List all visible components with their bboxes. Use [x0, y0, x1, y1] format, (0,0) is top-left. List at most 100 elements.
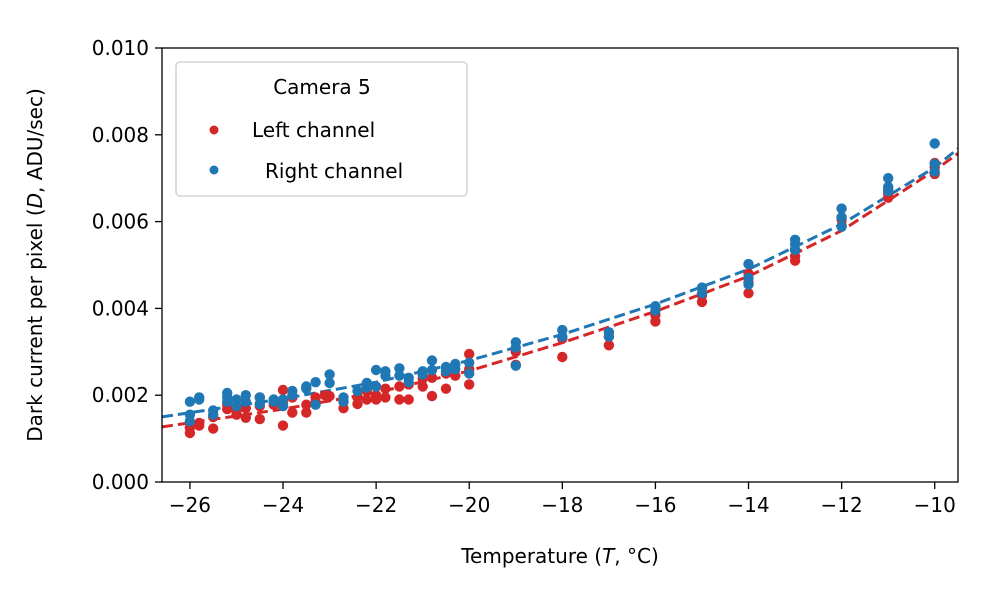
data-point-series-1 — [394, 370, 405, 381]
data-point-series-0 — [310, 392, 321, 403]
legend-marker-left-channel — [209, 125, 219, 135]
data-point-series-1 — [603, 331, 615, 342]
data-point-series-0 — [464, 348, 475, 360]
data-point-series-1 — [510, 360, 521, 371]
data-point-series-1 — [929, 158, 940, 170]
data-point-series-0 — [557, 351, 568, 363]
data-point-series-1 — [324, 377, 335, 389]
data-point-series-1 — [301, 383, 312, 394]
data-point-series-0 — [240, 412, 251, 423]
data-point-series-1 — [836, 221, 847, 232]
data-point-series-0 — [287, 407, 298, 418]
data-point-series-0 — [277, 384, 289, 396]
data-point-series-1 — [440, 366, 452, 377]
x-tick-label: −18 — [541, 493, 583, 517]
data-point-series-1 — [240, 396, 251, 407]
data-point-series-0 — [301, 399, 312, 410]
data-point-series-1 — [510, 342, 521, 353]
data-point-series-0 — [417, 381, 428, 392]
data-point-series-1 — [287, 390, 298, 401]
data-point-series-1 — [403, 377, 414, 388]
legend-label-right-channel: Right channel — [265, 159, 403, 183]
data-point-series-1 — [194, 394, 205, 405]
data-point-series-1 — [743, 258, 754, 270]
y-axis: 0.000 0.002 0.004 0.006 0.008 0.010 — [92, 36, 162, 494]
data-point-series-1 — [696, 288, 708, 299]
y-tick-label: 0.002 — [92, 383, 149, 407]
data-point-series-1 — [557, 331, 568, 342]
data-point-series-0 — [208, 423, 219, 434]
data-point-series-0 — [324, 390, 335, 402]
data-point-series-1 — [426, 364, 438, 376]
x-axis-label: Temperature (T, °C) — [460, 544, 659, 568]
y-axis-label: Dark current per pixel (D, ADU/sec) — [23, 88, 47, 442]
plot-frame — [161, 47, 959, 483]
data-point-series-1 — [929, 138, 940, 149]
data-point-series-1 — [184, 416, 196, 427]
data-point-series-0 — [194, 417, 205, 429]
data-point-series-1 — [324, 369, 335, 380]
data-point-series-1 — [310, 377, 321, 388]
data-point-series-0 — [301, 407, 312, 418]
data-point-series-1 — [231, 400, 242, 412]
data-point-series-0 — [361, 394, 372, 405]
legend-title: Camera 5 — [273, 75, 371, 99]
data-point-series-0 — [426, 390, 438, 402]
data-point-series-0 — [743, 288, 754, 299]
data-point-series-0 — [380, 392, 391, 403]
data-point-series-1 — [352, 385, 363, 397]
data-point-series-0 — [440, 383, 452, 394]
data-point-series-1 — [208, 409, 219, 420]
y-tick-label: 0.006 — [92, 210, 149, 234]
data-point-series-1 — [254, 398, 265, 410]
data-point-series-1 — [650, 305, 661, 316]
data-point-series-0 — [254, 413, 265, 425]
data-point-series-1 — [310, 399, 321, 410]
data-point-series-1 — [417, 369, 428, 380]
data-point-series-0 — [370, 390, 382, 401]
data-point-series-0 — [403, 394, 414, 405]
y-tick-label: 0.010 — [92, 36, 149, 60]
data-point-series-1 — [426, 355, 438, 366]
x-tick-label: −26 — [169, 493, 211, 517]
data-point-series-1 — [464, 368, 475, 379]
data-point-series-1 — [883, 186, 894, 197]
data-point-series-0 — [277, 420, 289, 431]
y-tick-label: 0.000 — [92, 470, 149, 494]
fit-line-series-1 — [162, 147, 958, 419]
data-point-series-1 — [370, 381, 382, 392]
data-point-series-1 — [883, 173, 894, 184]
x-tick-label: −14 — [727, 493, 769, 517]
data-point-series-0 — [394, 394, 405, 405]
data-point-series-0 — [426, 372, 438, 383]
legend-label-left-channel: Left channel — [252, 118, 375, 142]
x-tick-label: −12 — [821, 493, 863, 517]
y-tick-label: 0.004 — [92, 296, 149, 320]
x-tick-label: −10 — [914, 493, 956, 517]
x-tick-label: −24 — [262, 493, 304, 517]
data-point-series-1 — [222, 396, 233, 407]
data-point-series-1 — [184, 396, 196, 407]
x-axis: −26 −24 −22 −20 −18 −16 −14 −12 −10 — [169, 482, 956, 517]
data-point-series-1 — [450, 364, 461, 375]
data-point-series-0 — [380, 383, 391, 394]
legend-box — [175, 61, 468, 197]
data-point-series-0 — [394, 381, 405, 392]
data-point-series-1 — [277, 400, 289, 412]
data-point-series-1 — [268, 396, 279, 407]
data-point-series-1 — [338, 396, 349, 407]
data-point-series-1 — [929, 166, 940, 177]
legend: Camera 5 Left channel Right channel — [175, 61, 468, 197]
data-point-series-0 — [464, 379, 475, 390]
data-point-series-1 — [836, 203, 847, 214]
y-tick-label: 0.008 — [92, 123, 149, 147]
data-point-series-1 — [789, 244, 801, 255]
data-point-series-1 — [836, 212, 847, 223]
data-points — [184, 138, 940, 439]
data-point-series-1 — [380, 370, 391, 381]
x-tick-label: −20 — [448, 493, 490, 517]
x-tick-label: −16 — [634, 493, 676, 517]
data-point-series-1 — [370, 364, 382, 376]
data-point-series-1 — [464, 357, 475, 368]
